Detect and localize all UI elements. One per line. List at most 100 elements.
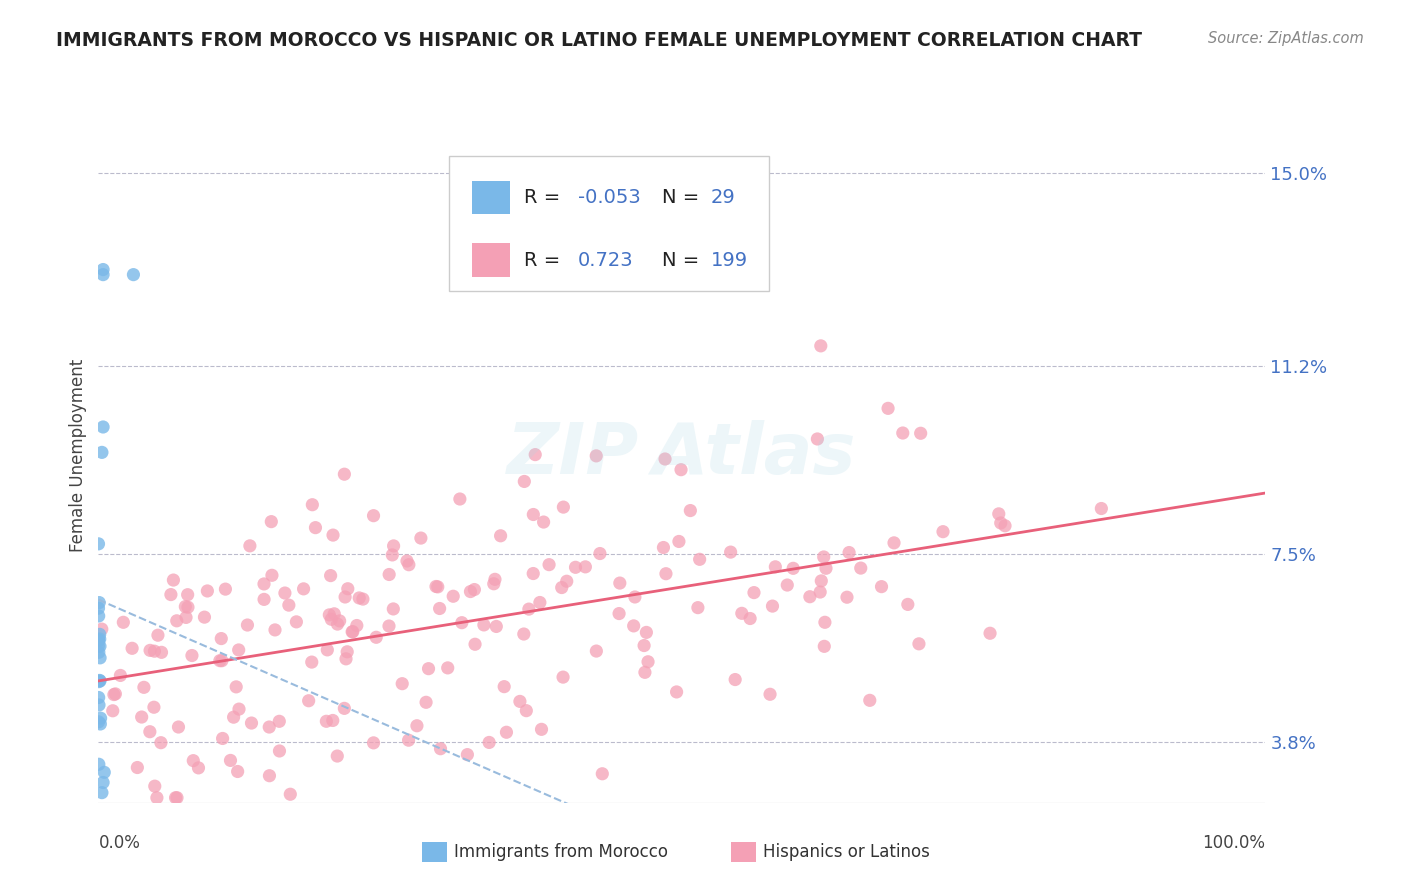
Point <box>292 582 315 596</box>
Point <box>932 524 955 539</box>
Point <box>478 735 501 749</box>
Point <box>236 618 259 632</box>
Point <box>810 574 832 588</box>
Point <box>987 507 1010 521</box>
Point <box>269 744 291 758</box>
Point <box>322 528 344 542</box>
Point <box>509 694 531 708</box>
Point <box>668 534 690 549</box>
Point <box>91 775 114 789</box>
Point <box>533 515 555 529</box>
Point <box>1090 501 1112 516</box>
Point <box>689 552 711 566</box>
Point <box>464 637 486 651</box>
Point <box>838 545 860 559</box>
Point <box>529 595 551 609</box>
Point <box>340 624 363 639</box>
Point <box>315 714 337 729</box>
Point <box>813 549 835 564</box>
Point <box>89 673 111 688</box>
Point <box>346 618 368 632</box>
Point <box>724 673 747 687</box>
Point <box>591 766 613 780</box>
Point <box>160 588 183 602</box>
Point <box>326 617 349 632</box>
Point <box>522 566 544 581</box>
Point <box>655 566 678 581</box>
Point <box>87 698 110 712</box>
Point <box>494 680 516 694</box>
Point <box>132 681 155 695</box>
Point <box>810 339 832 353</box>
Point <box>398 733 420 747</box>
Point <box>181 754 204 768</box>
Point <box>652 541 675 555</box>
Point <box>89 717 111 731</box>
Point <box>87 690 110 705</box>
Point <box>763 559 786 574</box>
Point <box>90 786 112 800</box>
Point <box>382 539 405 553</box>
Point <box>347 591 370 605</box>
Point <box>187 761 209 775</box>
Point <box>176 588 198 602</box>
Point <box>429 601 451 615</box>
Point <box>90 622 112 636</box>
Point <box>333 590 356 604</box>
Point <box>322 714 344 728</box>
Text: 100.0%: 100.0% <box>1202 834 1265 852</box>
Point <box>555 574 578 589</box>
Point <box>720 545 742 559</box>
Point <box>679 503 702 517</box>
Point <box>146 628 169 642</box>
Point <box>513 475 536 489</box>
Point <box>193 610 215 624</box>
Point <box>489 529 512 543</box>
Point <box>654 452 676 467</box>
Point <box>285 615 308 629</box>
Point <box>90 445 112 459</box>
Point <box>112 615 135 630</box>
Y-axis label: Female Unemployment: Female Unemployment <box>69 359 87 551</box>
Point <box>143 644 166 658</box>
Point <box>530 723 553 737</box>
Point <box>990 516 1012 530</box>
Point <box>321 612 343 626</box>
Point <box>89 673 111 688</box>
Point <box>304 521 326 535</box>
Point <box>551 670 574 684</box>
Point <box>319 568 342 582</box>
Text: -0.053: -0.053 <box>578 188 641 207</box>
Point <box>301 655 323 669</box>
Point <box>240 716 263 731</box>
Point <box>89 596 111 610</box>
Point <box>835 591 858 605</box>
Text: Immigrants from Morocco: Immigrants from Morocco <box>454 843 668 861</box>
Point <box>994 518 1017 533</box>
Point <box>166 790 188 805</box>
Text: R =: R = <box>524 188 567 207</box>
Point <box>91 262 114 277</box>
Point <box>91 420 114 434</box>
Point <box>259 769 281 783</box>
Point <box>742 585 765 599</box>
Point <box>323 607 346 621</box>
Point <box>253 592 276 607</box>
Point <box>336 645 359 659</box>
Point <box>87 609 110 624</box>
Point <box>910 426 932 441</box>
Point <box>759 687 782 701</box>
Point <box>436 661 458 675</box>
Point <box>463 582 485 597</box>
Point <box>686 600 709 615</box>
Point <box>174 610 197 624</box>
Point <box>329 614 352 628</box>
Text: 29: 29 <box>711 188 735 207</box>
Point <box>333 701 356 715</box>
Point <box>524 448 547 462</box>
Point <box>624 590 647 604</box>
Point <box>883 536 905 550</box>
Point <box>897 598 920 612</box>
Point <box>636 625 658 640</box>
Text: Hispanics or Latinos: Hispanics or Latinos <box>763 843 931 861</box>
